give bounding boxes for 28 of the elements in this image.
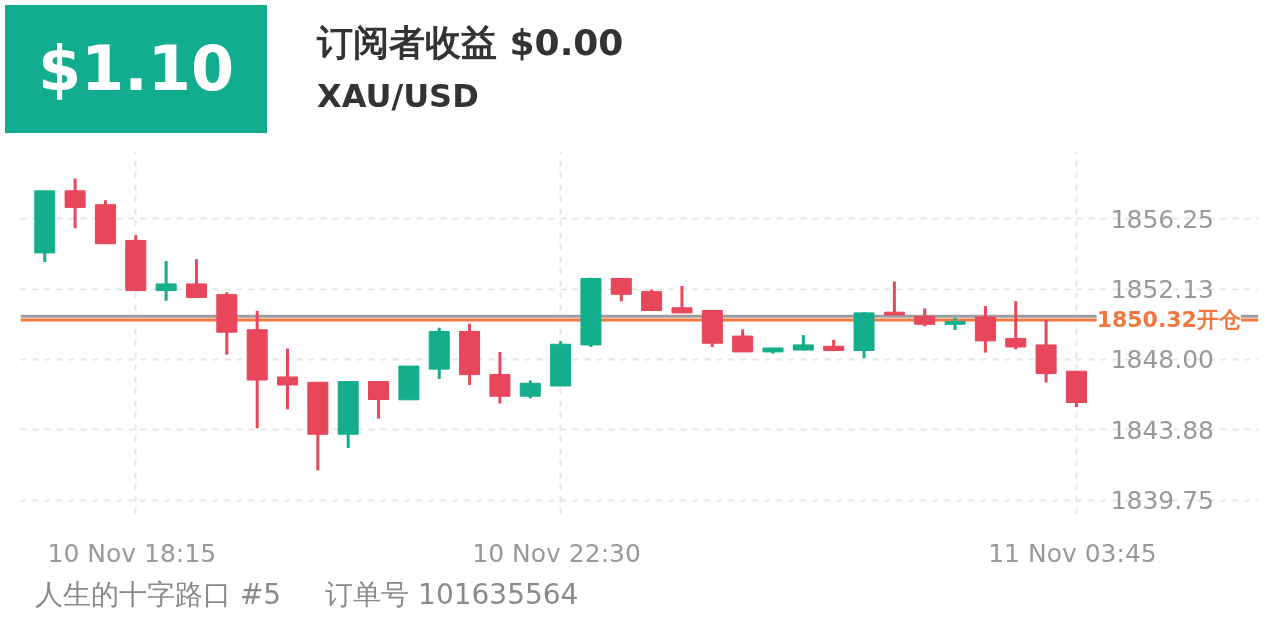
chart-title: 订阅者收益 $0.00 bbox=[317, 21, 624, 65]
text: 人生的十字路口 #5 bbox=[35, 578, 282, 611]
candlestick bbox=[641, 289, 663, 311]
candlestick bbox=[277, 348, 299, 410]
candlestick bbox=[368, 381, 390, 419]
candlestick bbox=[671, 284, 693, 314]
candlestick bbox=[883, 281, 905, 316]
candlestick bbox=[489, 350, 511, 404]
y-tick-label: 1856.25 bbox=[1110, 204, 1215, 234]
candlestick bbox=[185, 259, 207, 298]
text: 订单号 101635564 bbox=[325, 578, 579, 611]
candlestick bbox=[155, 260, 177, 301]
ref-line-label: 1850.32开仓 bbox=[1096, 307, 1242, 333]
y-tick-label: 1848.00 bbox=[1110, 345, 1215, 375]
text: $1.10 bbox=[37, 30, 235, 107]
x-tick-label: 10 Nov 18:15 bbox=[47, 538, 217, 568]
y-tick-label: 1843.88 bbox=[1110, 415, 1215, 445]
x-tick-label: 11 Nov 03:45 bbox=[988, 538, 1157, 568]
x-tick-label: 10 Nov 22:30 bbox=[472, 538, 641, 568]
y-tick-label: 1839.75 bbox=[1110, 486, 1215, 516]
candlestick bbox=[1005, 301, 1027, 350]
candlestick bbox=[610, 277, 632, 302]
candlestick bbox=[64, 178, 86, 230]
candlestick bbox=[519, 380, 541, 399]
chart-subtitle: XAU/USD bbox=[317, 76, 480, 118]
candlestick bbox=[974, 306, 996, 353]
y-tick-label: 1852.13 bbox=[1110, 275, 1215, 305]
candlestick bbox=[732, 329, 754, 353]
